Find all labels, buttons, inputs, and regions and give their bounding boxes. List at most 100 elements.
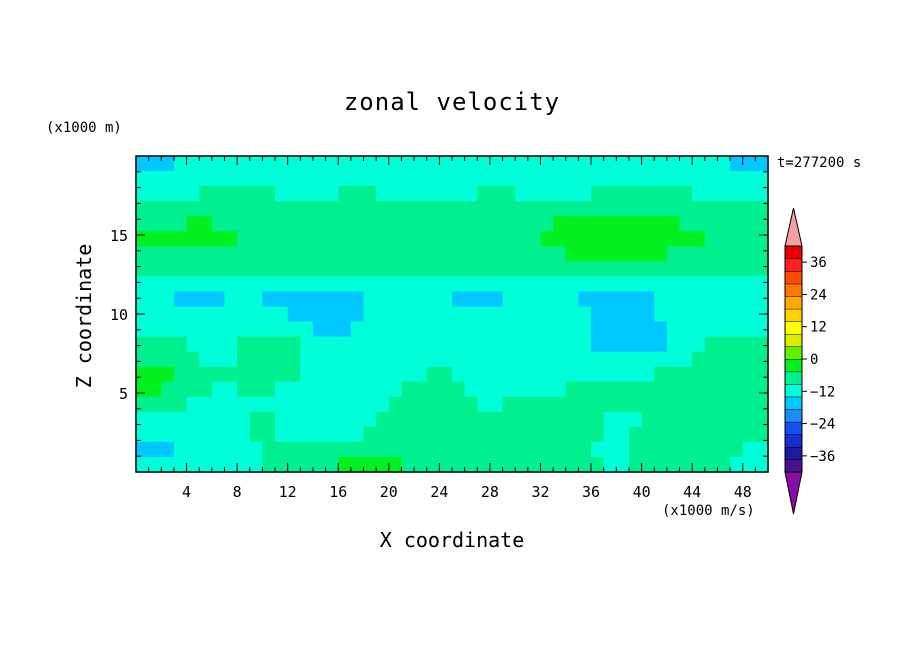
heatmap-cell	[742, 381, 756, 398]
heatmap-cell	[477, 306, 491, 323]
heatmap-cell	[641, 216, 655, 232]
heatmap-cell	[199, 276, 213, 293]
heatmap-cell	[300, 306, 314, 323]
heatmap-cell	[553, 261, 567, 277]
heatmap-cell	[452, 201, 466, 217]
heatmap-cell	[704, 171, 719, 187]
heatmap-cell	[527, 336, 542, 353]
heatmap-cell	[161, 216, 175, 232]
heatmap-cell	[148, 231, 162, 247]
heatmap-cell	[527, 231, 542, 247]
heatmap-cell	[338, 291, 352, 308]
heatmap-cell	[540, 261, 554, 277]
heatmap-cell	[161, 306, 175, 323]
heatmap-cell	[666, 246, 681, 262]
heatmap-cell	[325, 246, 339, 262]
heatmap-cell	[692, 321, 706, 338]
heatmap-cell	[401, 321, 415, 338]
heatmap-cell	[148, 261, 162, 277]
heatmap-cell	[477, 381, 491, 398]
heatmap-cell	[654, 321, 668, 338]
heatmap-cell	[275, 366, 289, 383]
heatmap-cell	[338, 411, 352, 428]
heatmap-cell	[489, 456, 504, 473]
heatmap-cell	[186, 441, 200, 458]
heatmap-cell	[679, 291, 693, 308]
heatmap-cell	[641, 381, 655, 398]
heatmap-cell	[717, 186, 731, 202]
heatmap-cell	[464, 306, 478, 323]
heatmap-cell	[502, 426, 516, 443]
x-tick-label: 48	[734, 483, 752, 501]
heatmap-cell	[730, 216, 744, 232]
heatmap-cell	[603, 336, 617, 353]
heatmap-cell	[237, 456, 251, 473]
heatmap-cell	[591, 261, 605, 277]
x-tick-label: 24	[430, 483, 448, 501]
heatmap-cell	[666, 426, 681, 443]
heatmap-cell	[300, 456, 314, 473]
heatmap-cell	[148, 336, 162, 353]
heatmap-cell	[376, 396, 390, 413]
heatmap-cell	[249, 201, 263, 217]
heatmap-cell	[249, 306, 263, 323]
heatmap-cell	[742, 276, 756, 293]
heatmap-cell	[679, 156, 693, 172]
heatmap-cell	[477, 336, 491, 353]
heatmap-cell	[452, 156, 466, 172]
heatmap-cell	[666, 351, 681, 368]
heatmap-cell	[211, 351, 226, 368]
heatmap-cell	[439, 156, 453, 172]
heatmap-cell	[591, 216, 605, 232]
heatmap-cell	[148, 381, 162, 398]
heatmap-cell	[401, 381, 415, 398]
heatmap-cell	[136, 441, 150, 458]
heatmap-cell	[338, 156, 352, 172]
heatmap-cell	[275, 426, 289, 443]
heatmap-cell	[527, 201, 542, 217]
heatmap-cell	[565, 261, 579, 277]
heatmap-cell	[224, 441, 238, 458]
heatmap-cell	[730, 441, 744, 458]
heatmap-cell	[287, 396, 301, 413]
heatmap-cell	[173, 306, 188, 323]
heatmap-cell	[679, 186, 693, 202]
heatmap-cell	[287, 411, 301, 428]
heatmap-cell	[414, 246, 428, 262]
heatmap-cell	[224, 201, 238, 217]
heatmap-cell	[173, 276, 188, 293]
heatmap-cell	[654, 156, 668, 172]
heatmap-cell	[426, 156, 440, 172]
heatmap-cell	[464, 261, 478, 277]
heatmap-cell	[628, 336, 643, 353]
heatmap-cell	[502, 456, 516, 473]
heatmap-cell	[300, 261, 314, 277]
heatmap-cell	[641, 336, 655, 353]
heatmap-cell	[553, 381, 567, 398]
heatmap-cell	[376, 351, 390, 368]
heatmap-cell	[199, 246, 213, 262]
heatmap-cell	[565, 231, 579, 247]
heatmap-cell	[401, 336, 415, 353]
heatmap-cell	[211, 306, 226, 323]
heatmap-cell	[603, 456, 617, 473]
heatmap-cell	[628, 366, 643, 383]
heatmap-cell	[553, 201, 567, 217]
heatmap-cell	[287, 276, 301, 293]
heatmap-cell	[452, 261, 466, 277]
heatmap-cell	[679, 426, 693, 443]
heatmap-cell	[489, 396, 504, 413]
heatmap-cell	[730, 201, 744, 217]
heatmap-cell	[527, 396, 542, 413]
heatmap-cell	[464, 321, 478, 338]
heatmap-cell	[161, 291, 175, 308]
heatmap-cell	[161, 411, 175, 428]
heatmap-cell	[211, 321, 226, 338]
heatmap-cell	[275, 306, 289, 323]
heatmap-cell	[211, 276, 226, 293]
heatmap-cell	[742, 246, 756, 262]
heatmap-cell	[338, 276, 352, 293]
heatmap-cell	[616, 231, 630, 247]
colorbar-swatch	[784, 408, 803, 423]
heatmap-cell	[591, 456, 605, 473]
